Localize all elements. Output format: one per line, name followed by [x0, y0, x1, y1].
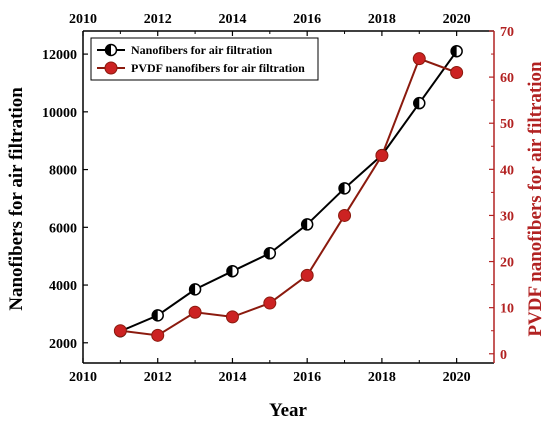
nanofibers-marker-fill — [226, 265, 233, 277]
y-right-tick-label: 70 — [500, 25, 514, 40]
nanofibers-marker-fill — [451, 45, 457, 57]
pvdf-point — [412, 52, 426, 66]
legend-label-pvdf: PVDF nanofibers for air filtration — [131, 61, 305, 75]
pvdf-line — [120, 57, 457, 337]
y-left-tick-label: 12000 — [42, 48, 77, 63]
nanofibers-point — [151, 309, 164, 322]
legend-label-nanofibers: Nanofibers for air filtration — [131, 43, 273, 57]
pvdf-point — [450, 66, 464, 79]
x-tick-label-top: 2016 — [293, 12, 321, 27]
y-right-tick-label: 0 — [500, 348, 507, 363]
nanofibers-point — [413, 96, 426, 110]
pvdf-point — [263, 296, 277, 310]
x-tick-label-bottom: 2014 — [218, 370, 246, 385]
pvdf-point — [113, 324, 127, 338]
y-right-tick-label: 50 — [500, 117, 514, 132]
pvdf-point — [300, 268, 314, 282]
y-right-tick-label: 60 — [500, 71, 514, 86]
y-axis-left-label: Nanofibers for air filtration — [6, 87, 27, 311]
y-right-tick-label: 40 — [500, 163, 514, 178]
x-tick-label-top: 2020 — [443, 12, 471, 27]
x-tick-label-top: 2014 — [218, 12, 246, 27]
y-axis-right-label: PVDF nanofibers for air filtration — [525, 61, 546, 337]
pvdf-point — [188, 305, 202, 319]
nanofibers-marker-fill — [152, 309, 158, 321]
x-tick-label-top: 2012 — [144, 12, 172, 27]
y-right-tick-label: 30 — [500, 209, 514, 224]
y-right-tick-label: 20 — [500, 256, 514, 271]
nanofibers-marker-fill — [301, 218, 308, 230]
x-tick-label-top: 2018 — [368, 12, 396, 27]
nanofibers-point — [300, 218, 314, 231]
legend-box — [90, 37, 319, 81]
y-left-tick-label: 2000 — [49, 337, 77, 352]
nanofibers-marker-fill — [339, 182, 345, 194]
x-axis-label: Year — [269, 400, 308, 421]
nanofibers-point — [263, 247, 277, 260]
y-left-tick-label: 8000 — [49, 164, 77, 179]
y-left-tick-label: 6000 — [49, 221, 77, 236]
x-tick-label-bottom: 2010 — [69, 370, 97, 385]
nanofibers-point — [226, 264, 239, 278]
nanofibers-point — [338, 182, 351, 195]
nanofibers-marker-fill — [413, 97, 420, 109]
legend-entry-nanofibers: Nanofibers for air filtration — [97, 43, 273, 57]
legend: Nanofibers for air filtration PVDF nanof… — [90, 37, 319, 81]
legend-entry-pvdf: PVDF nanofibers for air filtration — [97, 61, 305, 75]
pvdf-point — [151, 328, 165, 342]
x-tick-label-bottom: 2020 — [443, 370, 471, 385]
nanofibers-point — [188, 283, 202, 296]
x-tick-label-bottom: 2012 — [144, 370, 172, 385]
x-tick-label-bottom: 2016 — [293, 370, 321, 385]
y-left-tick-label: 10000 — [42, 106, 77, 121]
nanofibers-marker-fill — [264, 247, 270, 259]
pvdf-point — [375, 149, 389, 162]
pvdf-point — [225, 310, 239, 324]
pvdf-point — [338, 208, 352, 222]
nanofibers-point — [450, 44, 463, 58]
nanofibers-line — [119, 50, 458, 333]
nanofibers-marker-fill — [189, 283, 196, 295]
x-tick-label-top: 2010 — [69, 12, 97, 27]
x-tick-label-bottom: 2018 — [368, 370, 396, 385]
y-left-tick-label: 4000 — [49, 279, 77, 294]
y-right-tick-label: 10 — [500, 302, 514, 317]
